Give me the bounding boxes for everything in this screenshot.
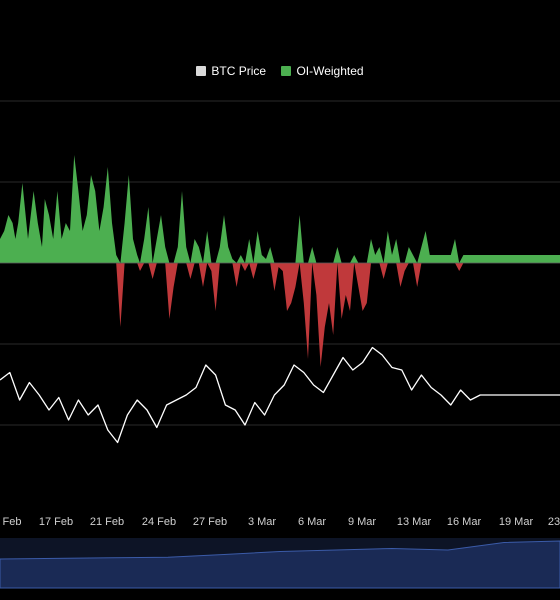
oi-weighted-series bbox=[0, 155, 560, 367]
x-tick-label-5: 3 Mar bbox=[248, 516, 276, 528]
legend-swatch-btc-price bbox=[196, 66, 207, 76]
navigator-panel[interactable] bbox=[0, 538, 560, 589]
legend-label-btc-price: BTC Price bbox=[211, 64, 267, 78]
oi-negative-area bbox=[0, 263, 560, 367]
x-tick-label-3: 24 Feb bbox=[142, 516, 176, 528]
x-tick-label-1: 17 Feb bbox=[39, 516, 73, 528]
oi-positive-area bbox=[0, 155, 560, 263]
x-tick-label-2: 21 Feb bbox=[90, 516, 124, 528]
x-tick-label-6: 6 Mar bbox=[298, 516, 326, 528]
x-tick-label-0: Feb bbox=[3, 516, 22, 528]
x-tick-label-8: 13 Mar bbox=[397, 516, 432, 528]
x-tick-label-4: 27 Feb bbox=[193, 516, 227, 528]
legend-item-btc-price[interactable]: BTC Price bbox=[196, 64, 266, 78]
legend-item-oi-weighted[interactable]: OI-Weighted bbox=[281, 64, 364, 78]
navigator-series-area bbox=[0, 540, 560, 589]
btc-price-line bbox=[0, 346, 560, 444]
legend-swatch-oi-weighted bbox=[281, 66, 292, 76]
legend-label-oi-weighted: OI-Weighted bbox=[296, 64, 364, 78]
btc-price-series bbox=[0, 346, 560, 444]
x-tick-label-7: 9 Mar bbox=[348, 516, 376, 528]
chart-legend: BTC Price OI-Weighted bbox=[0, 64, 560, 79]
x-tick-label-10: 19 Mar bbox=[499, 516, 534, 528]
x-tick-label-11: 23 bbox=[548, 516, 560, 528]
x-axis-tick-labels: Feb 17 Feb 21 Feb 24 Feb 27 Feb 3 Mar 6 Mar 9 M… bbox=[3, 516, 560, 528]
x-tick-label-9: 16 Mar bbox=[447, 516, 482, 528]
